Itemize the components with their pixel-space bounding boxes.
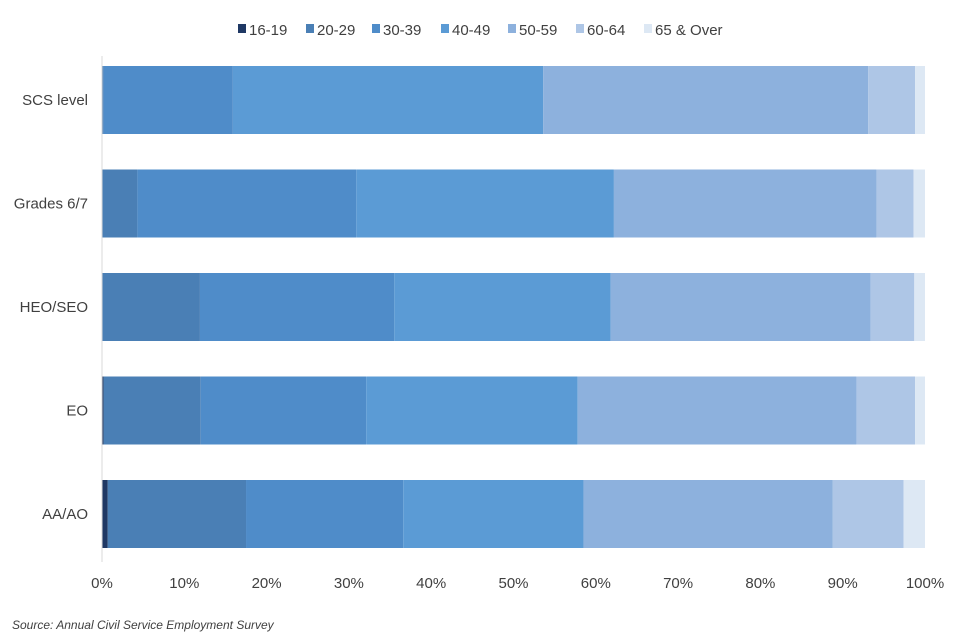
category-label: AA/AO <box>42 506 88 523</box>
x-axis-ticks: 0% 10% 20% 30% 40% 50% 60% 70% 80% 90% 100% <box>91 575 944 592</box>
legend-label: 30-39 <box>383 22 421 39</box>
bar-segment-65-over <box>903 480 925 548</box>
bar-row-scs-level <box>102 66 925 134</box>
category-label: Grades 6/7 <box>14 196 88 213</box>
legend-item-50-59: 50-59 <box>508 22 557 39</box>
category-label: HEO/SEO <box>20 299 88 316</box>
x-tick-label: 80% <box>745 575 775 592</box>
legend-label: 60-64 <box>587 22 625 39</box>
x-tick-label: 20% <box>252 575 282 592</box>
x-tick-label: 10% <box>169 575 199 592</box>
bar-segment-30-39 <box>200 376 367 445</box>
legend-swatch <box>306 24 314 33</box>
legend-swatch <box>644 24 652 33</box>
x-tick-label: 50% <box>498 575 528 592</box>
bar-segment-20-29 <box>102 66 104 134</box>
bar-segment-50-59 <box>583 480 833 548</box>
legend-swatch <box>508 24 516 33</box>
bar-segment-30-39 <box>103 66 233 134</box>
bar-segment-50-59 <box>610 273 871 341</box>
source-note: Source: Annual Civil Service Employment … <box>12 618 274 632</box>
category-label: SCS level <box>22 92 88 109</box>
legend-label: 16-19 <box>249 22 287 39</box>
legend: 16-19 20-29 30-39 40-49 50-59 60-64 65 & Over <box>238 22 723 39</box>
bar-segment-30-39 <box>199 273 395 341</box>
bar-segment-20-29 <box>103 376 201 445</box>
legend-swatch <box>238 24 246 33</box>
bar-segment-40-49 <box>356 169 614 238</box>
x-tick-label: 40% <box>416 575 446 592</box>
x-tick-label: 0% <box>91 575 113 592</box>
bar-segment-16-19 <box>102 480 108 548</box>
legend-label: 40-49 <box>452 22 490 39</box>
bars <box>102 66 925 548</box>
x-tick-label: 70% <box>663 575 693 592</box>
bar-segment-60-64 <box>868 66 916 134</box>
bar-segment-40-49 <box>232 66 544 134</box>
bar-segment-40-49 <box>394 273 611 341</box>
bar-segment-60-64 <box>870 273 915 341</box>
legend-item-16-19: 16-19 <box>238 22 287 39</box>
bar-row-heo-seo <box>102 273 925 341</box>
bar-segment-40-49 <box>366 376 578 445</box>
bar-segment-60-64 <box>856 376 916 445</box>
bar-segment-50-59 <box>543 66 869 134</box>
bar-segment-50-59 <box>577 376 857 445</box>
bar-segment-20-29 <box>102 273 200 341</box>
bar-segment-16-19 <box>102 376 104 445</box>
bar-row-grades-6-7 <box>102 169 925 238</box>
bar-segment-65-over <box>913 169 925 238</box>
bar-segment-60-64 <box>876 169 914 238</box>
bar-segment-30-39 <box>246 480 404 548</box>
bar-segment-40-49 <box>403 480 584 548</box>
x-tick-label: 30% <box>334 575 364 592</box>
x-tick-label: 60% <box>581 575 611 592</box>
x-tick-label: 90% <box>828 575 858 592</box>
legend-swatch <box>441 24 449 33</box>
bar-segment-30-39 <box>137 169 357 238</box>
legend-item-40-49: 40-49 <box>441 22 490 39</box>
bar-row-aa-ao <box>102 480 925 548</box>
category-labels: SCS level Grades 6/7 HEO/SEO EO AA/AO <box>14 92 88 523</box>
bar-segment-20-29 <box>107 480 247 548</box>
bar-segment-65-over <box>915 66 925 134</box>
legend-label: 65 & Over <box>655 22 723 39</box>
bar-segment-20-29 <box>102 169 138 238</box>
legend-item-60-64: 60-64 <box>576 22 625 39</box>
legend-label: 50-59 <box>519 22 557 39</box>
legend-label: 20-29 <box>317 22 355 39</box>
legend-swatch <box>576 24 584 33</box>
bar-segment-65-over <box>914 273 925 341</box>
category-label: EO <box>66 403 88 420</box>
bar-segment-60-64 <box>832 480 904 548</box>
bar-segment-65-over <box>915 376 925 445</box>
bar-segment-50-59 <box>613 169 877 238</box>
legend-item-30-39: 30-39 <box>372 22 421 39</box>
bar-row-eo <box>102 376 925 445</box>
legend-swatch <box>372 24 380 33</box>
legend-item-65-over: 65 & Over <box>644 22 723 39</box>
x-tick-label: 100% <box>906 575 944 592</box>
legend-item-20-29: 20-29 <box>306 22 355 39</box>
